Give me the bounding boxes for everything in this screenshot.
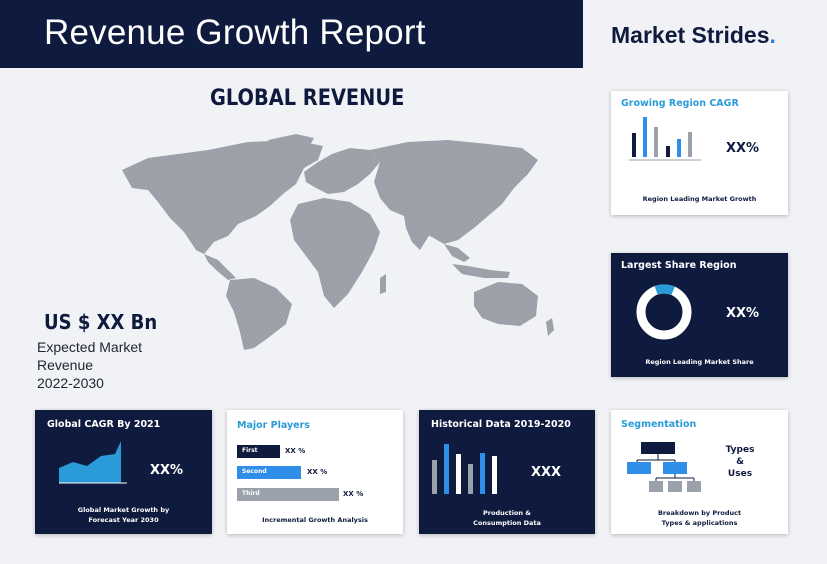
hist-bar-1 <box>432 460 437 494</box>
player-bar-value: XX % <box>307 468 328 476</box>
donut-ring <box>636 284 692 340</box>
brand-name: Market Strides <box>611 22 770 48</box>
donut-highlight <box>636 284 692 340</box>
historical-bar-chart <box>432 444 497 494</box>
largest-share-title: Largest Share Region <box>621 260 737 271</box>
largest-share-donut <box>636 284 692 340</box>
historical-data-value: XXX <box>531 465 562 480</box>
revenue-description: Expected Market Revenue 2022-2030 <box>37 338 177 392</box>
segmentation-label-line1: Types <box>725 445 755 455</box>
largest-share-value: XX% <box>726 306 760 321</box>
global-cagr-title: Global CAGR By 2021 <box>47 419 161 430</box>
global-revenue-title: GLOBAL REVENUE <box>210 86 405 111</box>
africa-shape <box>290 198 380 308</box>
indonesia-shape <box>452 264 510 278</box>
bar-4 <box>666 146 670 157</box>
major-players-card: Major Players First XX % Second XX % Thi… <box>227 410 403 534</box>
segmentation-caption-line1: Breakdown by Product <box>657 509 742 517</box>
tree-child-node <box>663 462 687 474</box>
hist-bar-3 <box>456 454 461 494</box>
header-banner: Revenue Growth Report <box>0 0 583 68</box>
area-fill <box>59 441 121 483</box>
bar-5 <box>677 139 681 157</box>
segmentation-tree-diagram <box>627 442 701 492</box>
player-bar-third: Third <box>237 488 339 501</box>
player-bar-label: Third <box>242 490 260 497</box>
report-title: Revenue Growth Report <box>44 13 426 52</box>
bar-1 <box>632 133 636 157</box>
growing-region-caption: Region Leading Market Growth <box>642 195 757 203</box>
historical-caption-line1: Production & <box>483 509 531 517</box>
historical-data-title: Historical Data 2019-2020 <box>431 419 571 430</box>
player-bar-label: Second <box>242 468 267 475</box>
segmentation-title: Segmentation <box>621 419 697 430</box>
global-cagr-value: XX% <box>150 463 184 478</box>
hist-bar-6 <box>492 456 497 494</box>
brand-dot: . <box>769 22 776 48</box>
global-cagr-caption-line1: Global Market Growth by <box>77 506 170 514</box>
global-cagr-card: Global CAGR By 2021 XX% Global Market Gr… <box>35 410 212 534</box>
segmentation-caption: Breakdown by Product Types & application… <box>611 508 788 528</box>
tree-child-node <box>627 462 651 474</box>
segmentation-caption-line2: Types & applications <box>661 519 738 527</box>
major-players-title: Major Players <box>237 420 310 431</box>
tree-leaf-node <box>668 481 682 492</box>
global-cagr-caption: Global Market Growth by Forecast Year 20… <box>35 505 212 525</box>
global-cagr-area-chart <box>59 441 127 484</box>
segmentation-card: Segmentation Types & Uses Breakdown by P… <box>611 410 788 534</box>
tree-leaf-node <box>649 481 663 492</box>
major-players-caption: Incremental Growth Analysis <box>262 516 368 524</box>
central-america-shape <box>204 254 236 280</box>
largest-share-caption: Region Leading Market Share <box>645 358 754 366</box>
bar-6 <box>688 132 692 157</box>
revenue-desc-line3: 2022-2030 <box>37 375 104 391</box>
southeast-asia-shape <box>444 244 470 262</box>
player-bar-label: First <box>242 447 258 454</box>
player-bar-first: First <box>237 445 280 458</box>
historical-data-caption: Production & Consumption Data <box>419 508 595 528</box>
madagascar-shape <box>380 274 386 294</box>
brand-logo: Market Strides. <box>611 22 776 49</box>
revenue-desc-line2: Revenue <box>37 357 94 373</box>
europe-shape <box>304 148 380 194</box>
historical-caption-line2: Consumption Data <box>473 519 541 527</box>
segmentation-label-line3: Uses <box>727 469 753 479</box>
growing-region-card: Growing Region CAGR XX% Region Leading M… <box>611 91 788 215</box>
revenue-value: US $ XX Bn <box>44 310 158 334</box>
growing-region-value: XX% <box>726 141 760 156</box>
revenue-desc-line1: Expected Market <box>37 339 143 355</box>
bar-2 <box>643 117 647 157</box>
player-bar-value: XX % <box>285 447 306 455</box>
hist-bar-2 <box>444 444 449 494</box>
global-cagr-caption-line2: Forecast Year 2030 <box>88 516 159 524</box>
player-bar-value: XX % <box>343 490 364 498</box>
player-bar-second: Second <box>237 466 301 479</box>
tree-root-node <box>641 442 675 454</box>
world-map <box>122 134 554 350</box>
new-zealand-shape <box>546 318 554 336</box>
asia-shape <box>370 140 538 244</box>
south-america-shape <box>226 278 292 350</box>
growing-region-title: Growing Region CAGR <box>621 98 739 109</box>
segmentation-label-line2: & <box>736 457 744 467</box>
india-shape <box>404 216 430 250</box>
historical-data-card: Historical Data 2019-2020 XXX Production… <box>419 410 595 534</box>
greenland-shape <box>268 134 314 160</box>
bar-3 <box>654 127 658 157</box>
segmentation-label: Types & Uses <box>723 444 757 480</box>
tree-leaf-node <box>687 481 701 492</box>
growing-region-bar-chart <box>629 117 701 161</box>
north-america-shape <box>122 140 323 254</box>
largest-share-card: Largest Share Region XX% Region Leading … <box>611 253 788 377</box>
australia-shape <box>474 282 538 326</box>
hist-bar-4 <box>468 464 473 494</box>
hist-bar-5 <box>480 453 485 494</box>
